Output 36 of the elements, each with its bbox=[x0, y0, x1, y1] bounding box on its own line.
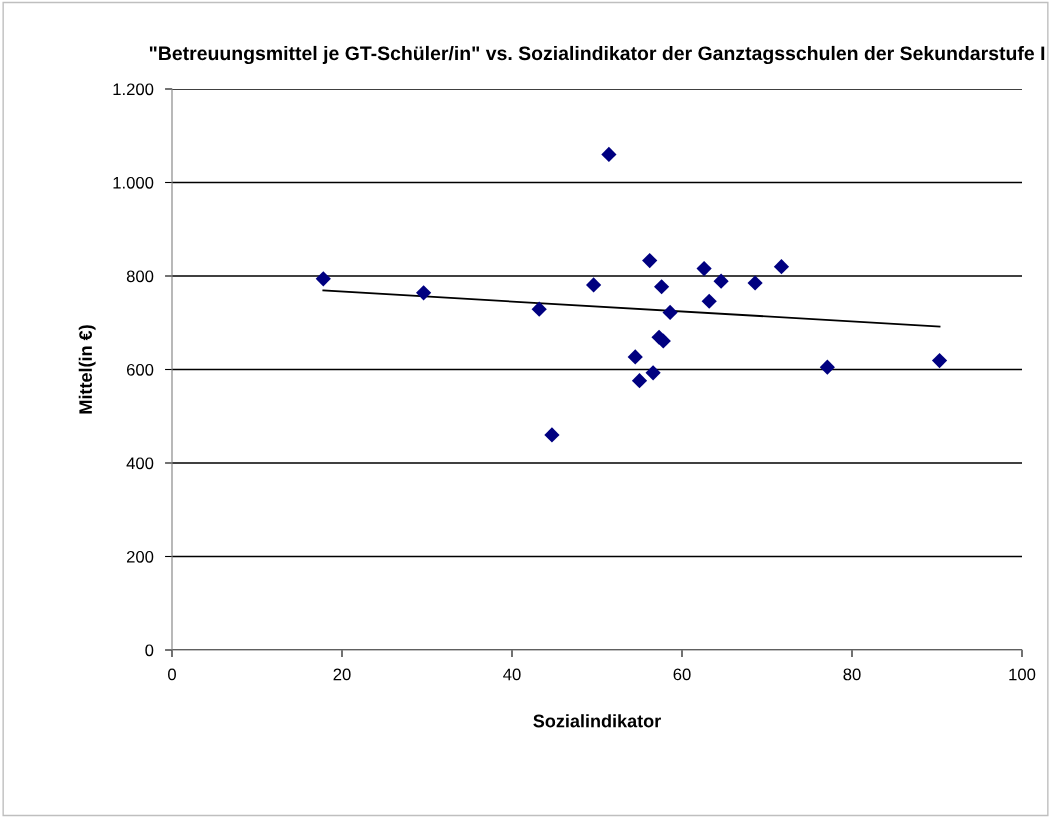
point bbox=[627, 349, 643, 365]
point bbox=[819, 359, 835, 375]
x-axis-title: Sozialindikator bbox=[533, 714, 661, 728]
chart-title: "Betreuungsmittel je GT-Schüler/in" vs. Sozialindikator der Ganztagsschulen der Sekundarstufe I bbox=[149, 45, 1045, 65]
point bbox=[631, 373, 648, 389]
y-axis-title: Mittel(in €) bbox=[78, 325, 96, 414]
point bbox=[315, 271, 331, 287]
point bbox=[645, 365, 661, 381]
point bbox=[415, 285, 432, 301]
point bbox=[544, 427, 560, 443]
point bbox=[713, 273, 729, 289]
y-tick-label: 800 bbox=[126, 270, 154, 283]
point bbox=[931, 353, 948, 369]
point bbox=[662, 304, 678, 321]
y-tick-label: 1.000 bbox=[113, 176, 154, 189]
point bbox=[601, 146, 617, 163]
x-tick-label: 60 bbox=[673, 668, 691, 681]
point bbox=[531, 301, 547, 317]
y-tick-label: 1.200 bbox=[113, 83, 154, 96]
point bbox=[696, 260, 712, 277]
point bbox=[585, 277, 602, 293]
point bbox=[655, 333, 671, 349]
point bbox=[701, 293, 717, 309]
y-tick-label: 600 bbox=[126, 363, 154, 376]
point bbox=[747, 275, 763, 291]
y-tick-label: 0 bbox=[145, 644, 154, 657]
x-tick-label: 20 bbox=[333, 668, 351, 681]
x-tick-label: 80 bbox=[843, 668, 861, 681]
x-tick-label: 0 bbox=[168, 668, 176, 681]
y-tick-label: 400 bbox=[126, 457, 154, 470]
point bbox=[773, 259, 790, 275]
point bbox=[653, 279, 670, 295]
y-tick-label: 200 bbox=[126, 550, 154, 563]
point bbox=[642, 252, 658, 269]
x-tick-label: 100 bbox=[1009, 668, 1036, 681]
x-tick-label: 40 bbox=[503, 668, 521, 681]
